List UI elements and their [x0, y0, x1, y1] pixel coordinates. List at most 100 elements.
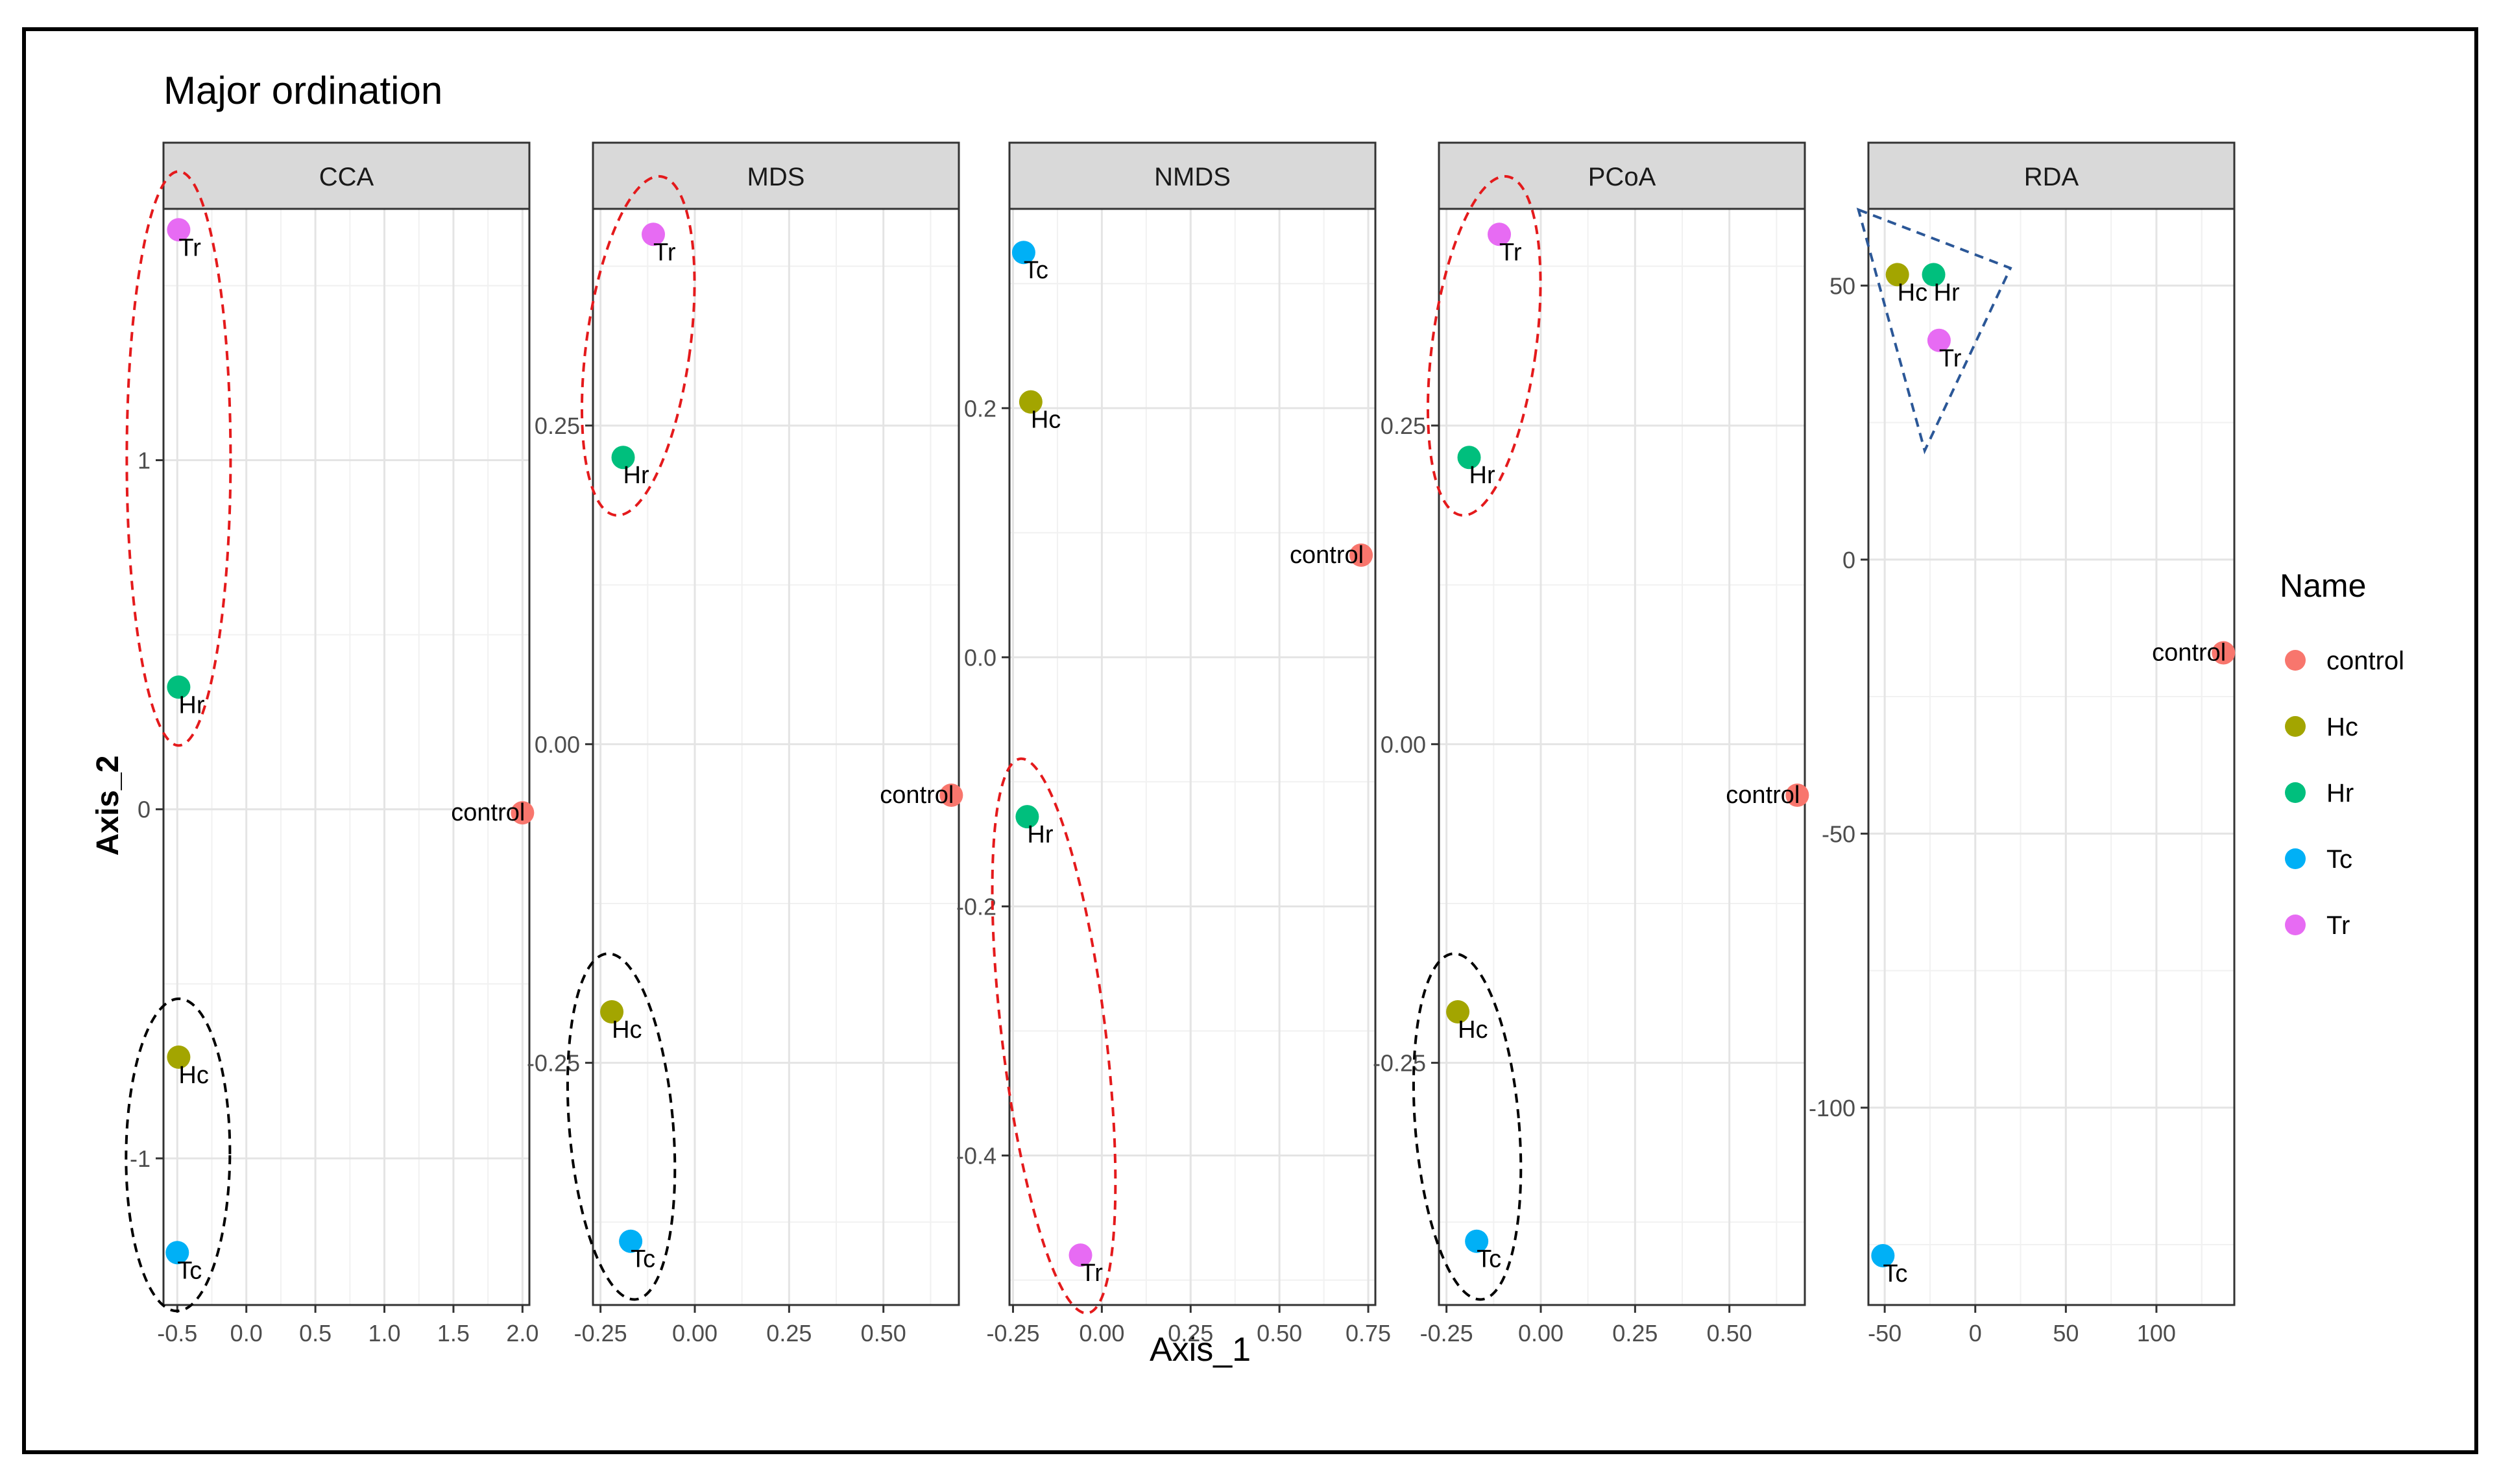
legend-swatch-hr	[2285, 782, 2306, 803]
y-axis-label: Axis_2	[91, 756, 125, 856]
x-axis-label: Axis_1	[1150, 1331, 1251, 1369]
point-tc	[1871, 1243, 1895, 1267]
y-tick-label: 0.00	[1381, 731, 1426, 758]
x-tick-label: 0.0	[230, 1320, 263, 1346]
panel-border	[162, 208, 531, 1306]
point-hr	[611, 446, 635, 470]
y-tick-label: -100	[1809, 1095, 1855, 1121]
point-hc	[1019, 390, 1043, 414]
point-hr	[1457, 446, 1481, 470]
point-label: Hc	[612, 1016, 642, 1044]
strip-label: RDA	[2024, 163, 2079, 191]
plot-area	[1439, 209, 1805, 1305]
x-tick-label: 0.5	[299, 1320, 332, 1346]
point-label: Hc	[1031, 407, 1061, 434]
x-tick-label: 1.0	[368, 1320, 401, 1346]
point-hr	[1922, 263, 1946, 287]
point-hr	[167, 675, 191, 699]
x-tick-label: 0.00	[672, 1320, 718, 1346]
point-label: Hr	[1027, 821, 1053, 848]
legend-swatch-control	[2285, 650, 2306, 671]
point-tr	[1488, 222, 1512, 246]
x-tick-label: -50	[1868, 1320, 1901, 1346]
point-label: Tc	[1477, 1246, 1501, 1273]
plot-area	[163, 209, 529, 1305]
y-tick-label: 0	[1842, 547, 1855, 573]
panel-border	[1867, 208, 2236, 1306]
point-label: Hc	[1898, 279, 1927, 306]
point-label: Tc	[1024, 257, 1048, 284]
point-hc	[600, 1000, 624, 1024]
y-tick-label: 0.2	[964, 395, 996, 422]
legend-swatch-tr	[2285, 915, 2306, 935]
y-tick-label: 0	[138, 796, 151, 823]
point-tc	[165, 1241, 189, 1265]
point-label: Tc	[177, 1257, 202, 1284]
point-hc	[167, 1045, 191, 1069]
legend-swatch-tc	[2285, 848, 2306, 869]
legend-title: Name	[2280, 568, 2366, 604]
point-label: Hr	[1469, 462, 1495, 489]
point-label: Tr	[653, 239, 676, 266]
point-tr	[167, 218, 191, 242]
point-label: Tr	[1939, 345, 1962, 372]
legend: Name control Hc Hr Tc Tr	[2280, 568, 2404, 940]
legend-label: Tr	[2326, 911, 2350, 940]
strip-label: NMDS	[1154, 163, 1231, 191]
chart-title: Major ordination	[163, 69, 442, 112]
point-label: Tc	[1883, 1260, 1907, 1287]
x-tick-label: 0	[1969, 1320, 1982, 1346]
x-tick-label: 0.00	[1518, 1320, 1563, 1346]
x-tick-label: 0.50	[1257, 1320, 1302, 1346]
point-control	[939, 783, 963, 807]
strip-nmds	[1008, 141, 1377, 210]
point-tc	[1465, 1229, 1489, 1253]
legend-label: Tc	[2326, 845, 2352, 874]
x-tick-label: -0.25	[986, 1320, 1039, 1346]
point-label: control	[2152, 639, 2226, 666]
group-ellipse	[125, 170, 232, 747]
panel-border	[1438, 208, 1806, 1306]
group-ellipse	[1426, 174, 1542, 517]
y-tick-label: 0.00	[535, 731, 580, 758]
legend-label: Hc	[2326, 713, 2358, 741]
y-tick-label: 0.25	[535, 413, 580, 439]
strip-label: PCoA	[1588, 163, 1656, 191]
point-label: Hc	[1458, 1016, 1488, 1044]
strip-label: CCA	[319, 163, 374, 191]
ordination-figure: Major ordination Axis_1 Axis_2 CCA -0.5 0.…	[91, 69, 2404, 1369]
group-ellipse	[580, 174, 696, 517]
point-tr	[1927, 328, 1951, 352]
point-tc	[619, 1229, 643, 1253]
x-tick-label: 100	[2137, 1320, 2176, 1346]
y-tick-label: 1	[138, 448, 151, 474]
point-hr	[1015, 805, 1039, 829]
point-label: control	[1290, 542, 1364, 569]
y-tick-label: 50	[1829, 272, 1855, 299]
x-tick-label: 0.00	[1079, 1320, 1124, 1346]
panel-border	[1008, 208, 1377, 1306]
point-control	[1349, 543, 1373, 567]
x-tick-label: 0.50	[861, 1320, 906, 1346]
panel-mds: MDS -0.25 0.00 0.25 0.50 -0.25 0.00 0.25 Tr Hr con…	[527, 141, 963, 1346]
point-label: control	[880, 782, 954, 809]
point-label: control	[451, 799, 525, 826]
y-tick-label: -0.25	[527, 1050, 580, 1077]
x-tick-label: 2.0	[506, 1320, 538, 1346]
point-label: Tr	[1081, 1260, 1104, 1287]
y-tick-label: -1	[130, 1145, 151, 1172]
x-tick-label: -0.25	[1420, 1320, 1473, 1346]
point-hc	[1446, 1000, 1470, 1024]
point-label: Tr	[1499, 239, 1522, 266]
panel-pcoa: PCoA -0.25 0.00 0.25 0.50 -0.25 0.00 0.25 Tr Hr co…	[1373, 141, 1809, 1346]
plot-area	[1868, 209, 2234, 1305]
y-tick-label: -0.25	[1373, 1050, 1426, 1077]
point-label: control	[1726, 782, 1800, 809]
point-label: Tr	[178, 234, 201, 261]
legend-swatch-hc	[2285, 716, 2306, 737]
strip-pcoa	[1438, 141, 1806, 210]
strip-label: MDS	[747, 163, 805, 191]
panel-border	[592, 208, 960, 1306]
y-tick-label: 0.25	[1381, 413, 1426, 439]
y-tick-label: -0.4	[956, 1143, 996, 1169]
